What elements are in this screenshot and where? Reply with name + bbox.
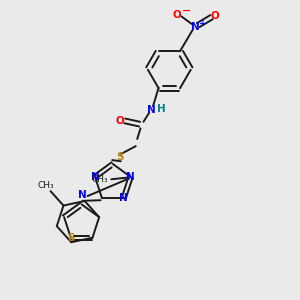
Text: CH₃: CH₃: [37, 181, 54, 190]
Text: N: N: [91, 172, 99, 182]
Text: S: S: [116, 152, 124, 162]
Text: N: N: [126, 172, 135, 182]
Text: N: N: [191, 22, 200, 32]
Text: O: O: [115, 116, 124, 126]
Text: −: −: [182, 6, 191, 16]
Text: N: N: [119, 193, 128, 203]
Text: +: +: [199, 19, 206, 28]
Text: N: N: [147, 105, 156, 115]
Text: O: O: [172, 10, 181, 20]
Text: CH₃: CH₃: [91, 176, 108, 184]
Text: H: H: [157, 104, 166, 114]
Text: S: S: [67, 233, 75, 243]
Text: O: O: [210, 11, 219, 21]
Text: N: N: [78, 190, 86, 200]
